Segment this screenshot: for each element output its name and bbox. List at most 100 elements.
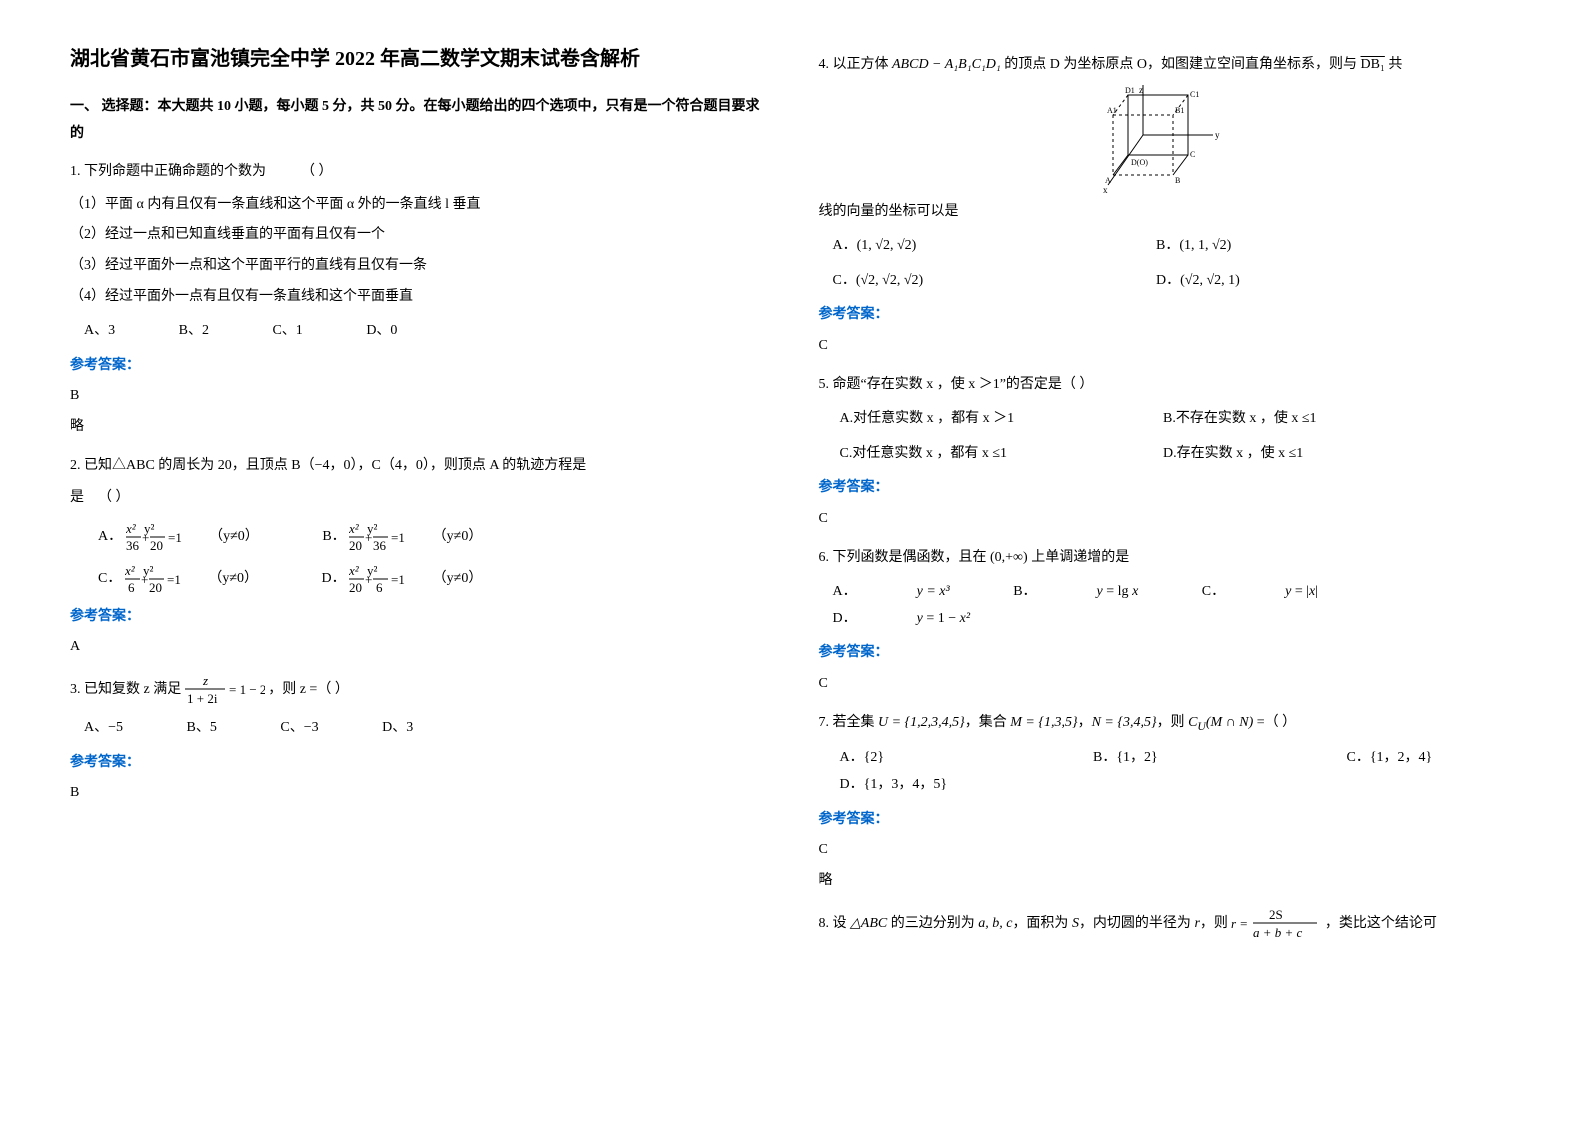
q2-answer-label: 参考答案： (70, 604, 769, 631)
q7-stem: 7. 若全集 U = {1,2,3,4,5}，集合 M = {1,3,5}，N … (819, 710, 1518, 738)
q7-answer: C (819, 837, 1518, 864)
q5-optD: D.存在实数 x ，使 x ≤1 (1163, 441, 1423, 468)
q7-m1: ，集合 (965, 715, 1011, 730)
cube-diagram: z y x D1 C1 A1 B1 D(O) C A B (1103, 85, 1233, 195)
svg-text:1 + 2i: 1 + 2i (187, 691, 218, 706)
svg-text:20: 20 (150, 538, 163, 553)
q6-int: (0,+∞) (990, 550, 1028, 565)
q7-optC: C．{1，2，4} (1347, 745, 1433, 772)
svg-text:20: 20 (349, 538, 362, 553)
svg-text:6: 6 (128, 580, 135, 595)
q4-mid: 的顶点 D 为坐标原点 O，如图建立空间直角坐标系，则与 (1001, 57, 1361, 72)
q2-optD: D． x² y²206+=1 （y≠0） (322, 562, 483, 596)
q7-CU: CU(M ∩ N) (1188, 715, 1253, 730)
q8-m3: ，内切圆的半径为 (1079, 917, 1195, 932)
q5-optA: A.对任意实数 x ，都有 x ＞1 (840, 406, 1100, 433)
q4-optA: A．(1, √2, √2) (833, 233, 1093, 260)
q3-optC: C、−3 (280, 715, 318, 742)
q7-m3: ，则 (1157, 715, 1189, 730)
q1-answer: B (70, 383, 769, 410)
q7-post: =（ ） (1253, 715, 1296, 730)
q1-optC: C、1 (272, 318, 302, 345)
svg-text:6: 6 (376, 580, 383, 595)
q6-answer: C (819, 671, 1518, 698)
q5-options-2: C.对任意实数 x ，都有 x ≤1 D.存在实数 x ，使 x ≤1 (840, 441, 1518, 468)
q8-stem: 8. 设 △ABC 的三边分别为 a, b, c，面积为 S，内切圆的半径为 r… (819, 906, 1518, 942)
q2-options-2: C． x² y²620+=1 （y≠0） D． x² y²206+=1 （y≠0… (98, 562, 769, 596)
page-title: 湖北省黄石市富池镇完全中学 2022 年高二数学文期末试卷含解析 (70, 40, 769, 78)
q3-options: A、−5 B、5 C、−3 D、3 (84, 715, 769, 742)
q2-paren: （ ） (98, 490, 130, 505)
q6-answer-label: 参考答案： (819, 640, 1518, 667)
q6-optB: B．y = lg x (1013, 579, 1138, 606)
svg-text:=1: =1 (391, 572, 405, 587)
q4-pre: 4. 以正方体 (819, 57, 893, 72)
q4-optB: B．(1, 1, √2) (1156, 233, 1416, 260)
svg-text:r =: r = (1231, 916, 1248, 931)
q2-stem-text: 2. 已知△ABC 的周长为 20，且顶点 B（−4，0），C（4，0），则顶点… (70, 458, 586, 473)
q6-optC: C．y = |x| (1202, 579, 1318, 606)
svg-text:x²: x² (349, 563, 360, 578)
q1-p2: （2）经过一点和已知直线垂直的平面有且仅有一个 (70, 222, 769, 249)
svg-text:C: C (1190, 150, 1195, 159)
q7-answer-label: 参考答案： (819, 807, 1518, 834)
q6-post: 上单调递增的是 (1028, 550, 1130, 565)
svg-text:20: 20 (349, 580, 362, 595)
q4-db1: DB₁ (1361, 57, 1385, 72)
svg-text:+: + (141, 572, 148, 587)
q3-answer: B (70, 780, 769, 807)
q4-answer: C (819, 333, 1518, 360)
q8-pre: 8. 设 (819, 917, 851, 932)
q1-p4: （4）经过平面外一点有且仅有一条直线和这个平面垂直 (70, 284, 769, 311)
svg-text:A: A (1105, 176, 1111, 185)
svg-text:D1: D1 (1125, 86, 1135, 95)
q5-optB: B.不存在实数 x ，使 x ≤1 (1163, 406, 1423, 433)
q4-stem: 4. 以正方体 ABCD − A₁B₁C₁D₁ 的顶点 D 为坐标原点 O，如图… (819, 52, 1518, 79)
q1-options: A、3 B、2 C、1 D、0 (84, 318, 769, 345)
q8-S: S (1072, 917, 1079, 932)
q7-N: N = {3,4,5} (1092, 715, 1157, 730)
q5-options-1: A.对任意实数 x ，都有 x ＞1 B.不存在实数 x ，使 x ≤1 (840, 406, 1518, 433)
q2-optA: A． x² y²3620+=1 （y≠0） (98, 520, 259, 554)
svg-text:B1: B1 (1175, 106, 1184, 115)
q6-stem: 6. 下列函数是偶函数，且在 (0,+∞) 上单调递增的是 (819, 545, 1518, 572)
svg-text:x²: x² (125, 563, 136, 578)
svg-text:36: 36 (373, 538, 387, 553)
q2-optB: B． x² y²2036+=1 （y≠0） (322, 520, 482, 554)
q2-options: A． x² y²3620+=1 （y≠0） B． x² y²2036+=1 （y… (98, 520, 769, 554)
q6-pre: 6. 下列函数是偶函数，且在 (819, 550, 991, 565)
q1-optA: A、3 (84, 318, 115, 345)
q3-optD: D、3 (382, 715, 413, 742)
q2-stem2: 是 （ ） (70, 485, 769, 512)
q3-formula: z 1 + 2i = 1 − 2i (185, 673, 265, 707)
q8-m1: 的三边分别为 (887, 917, 978, 932)
q7-options: A．{2} B．{1，2} C．{1，2，4} D．{1，3，4，5} (840, 745, 1518, 798)
q5-answer-label: 参考答案： (819, 475, 1518, 502)
q1-answer-label: 参考答案： (70, 353, 769, 380)
svg-text:=1: =1 (167, 572, 181, 587)
q6-optA: A．y = x³ (833, 579, 950, 606)
svg-text:x²: x² (349, 521, 360, 536)
svg-text:=1: =1 (391, 530, 405, 545)
q7-optB: B．{1，2} (1093, 745, 1283, 772)
q4-post: 共 (1385, 57, 1403, 72)
svg-text:x: x (1103, 185, 1108, 195)
svg-text:z: z (1139, 85, 1143, 95)
q4-options-2: C．(√2, √2, √2) D．(√2, √2, 1) (833, 268, 1518, 295)
q3-optB: B、5 (187, 715, 217, 742)
svg-text:2S: 2S (1269, 907, 1283, 922)
q2-stem: 2. 已知△ABC 的周长为 20，且顶点 B（−4，0），C（4，0），则顶点… (70, 453, 769, 480)
q3-stem-pre: 3. 已知复数 z 满足 (70, 682, 185, 697)
q4-optD: D．(√2, √2, 1) (1156, 268, 1416, 295)
q8-abc: △ABC (850, 917, 887, 932)
svg-text:C1: C1 (1190, 90, 1199, 99)
svg-text:a + b + c: a + b + c (1253, 925, 1303, 940)
q7-U: U = {1,2,3,4,5} (878, 715, 965, 730)
q7-M: M = {1,3,5} (1010, 715, 1077, 730)
q7-pre: 7. 若全集 (819, 715, 879, 730)
q1-p3: （3）经过平面外一点和这个平面平行的直线有且仅有一条 (70, 253, 769, 280)
svg-text:y: y (1215, 130, 1220, 140)
q7-optA: A．{2} (840, 745, 1030, 772)
svg-text:+: + (365, 572, 372, 587)
svg-text:20: 20 (149, 580, 162, 595)
